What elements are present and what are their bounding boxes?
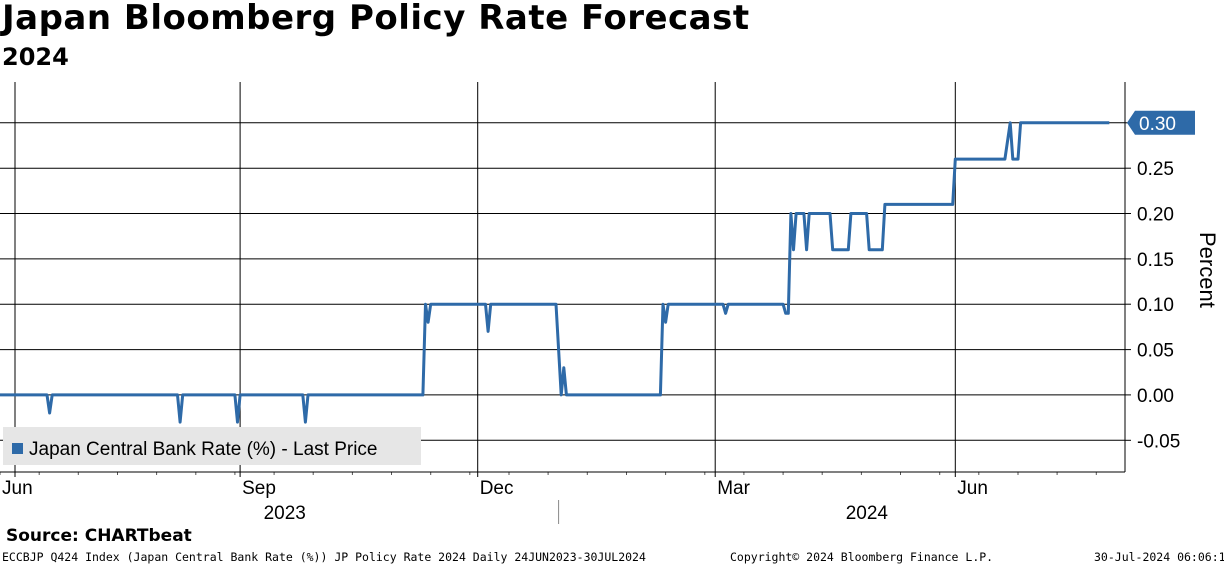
last-value-tag: 0.30 [1127,110,1195,135]
last-value-tag-bg [1127,110,1195,135]
chart-subtitle: 2024 [2,43,69,71]
y-tick-label: 0.15 [1137,250,1174,271]
series-line [0,121,1110,424]
y-tick-label: -0.05 [1137,431,1180,452]
ticker-description: ECCBJP Q424 Index (Japan Central Bank Ra… [2,550,646,564]
y-tick-label: 0.10 [1137,295,1174,316]
line-chart: 0.30 0.25 0.20 0.15 0.10 0.05 0.00 -0.05 Jun Sep D… [0,82,1220,524]
legend-swatch [12,443,23,454]
chart-title: Japan Bloomberg Policy Rate Forecast [2,0,750,38]
legend: Japan Central Bank Rate (%) - Last Price [3,427,421,465]
x-tick-label: Sep [242,478,276,499]
year-label: 2024 [846,503,889,524]
x-tick-label: Jun [2,478,33,499]
copyright-notice: Copyright© 2024 Bloomberg Finance L.P. [730,550,994,564]
y-tick-label: 0.00 [1137,386,1174,407]
y-axis-title: Percent [1195,232,1220,308]
y-tick-label: 0.25 [1137,159,1174,180]
legend-label: Japan Central Bank Rate (%) - Last Price [29,439,378,460]
last-value-label: 0.30 [1139,114,1176,135]
x-tick-label: Dec [480,478,514,499]
source-note: Source: CHARTbeat [6,526,192,546]
x-tick-label: Jun [957,478,988,499]
y-tick-label: 0.05 [1137,341,1174,362]
year-label: 2023 [264,503,306,524]
legend-bg [3,427,421,465]
timestamp: 30-Jul-2024 06:06:18 [1094,550,1224,564]
x-tick-label: Mar [717,478,750,499]
y-tick-label: 0.20 [1137,205,1174,226]
